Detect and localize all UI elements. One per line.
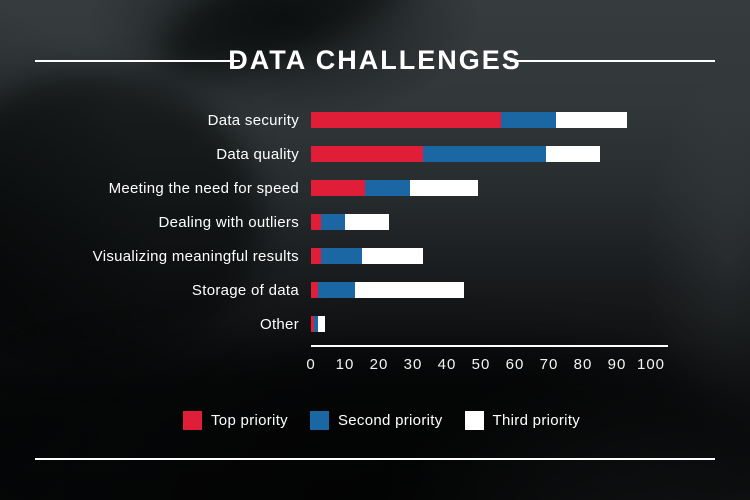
x-axis-tick-label: 20 <box>369 356 389 373</box>
bar-segment-third-priority <box>545 146 600 162</box>
bar-segment-second-priority <box>321 248 362 264</box>
chart-row: Visualizing meaningful results <box>0 239 750 273</box>
legend-label: Second priority <box>337 412 443 429</box>
bar-segment-top-priority <box>311 316 315 332</box>
x-axis-tick-label: 50 <box>471 356 491 373</box>
category-label: Visualizing meaningful results <box>92 247 299 265</box>
bar-segment-third-priority <box>409 180 478 196</box>
bar-segment-third-priority <box>355 282 464 298</box>
bar-segment-second-priority <box>501 112 556 128</box>
chart-row: Data quality <box>0 137 750 171</box>
x-axis-tick-label: 60 <box>505 356 525 373</box>
legend-label: Third priority <box>492 412 581 429</box>
bottom-rule <box>35 458 715 460</box>
legend-swatch <box>183 411 202 430</box>
x-axis-tick-label: 40 <box>437 356 457 373</box>
category-label: Data security <box>207 111 299 129</box>
category-label: Data quality <box>216 145 299 163</box>
legend-label: Top priority <box>211 412 288 429</box>
legend-swatch <box>464 411 484 430</box>
legend-item-second-priority: Second priority <box>309 411 443 430</box>
bar-stack <box>311 180 478 196</box>
x-axis-tick-label: 80 <box>573 356 593 373</box>
bar-stack <box>311 316 325 332</box>
bar-stack <box>311 112 628 128</box>
bar-segment-second-priority <box>321 214 345 230</box>
bar-stack <box>311 214 390 230</box>
background-photo-shape <box>0 70 260 370</box>
chart-row: Storage of data <box>0 273 750 307</box>
x-axis-tick-label: 10 <box>335 356 355 373</box>
category-label: Storage of data <box>191 281 299 299</box>
bar-segment-top-priority <box>311 282 318 298</box>
title-rule-left <box>35 60 240 62</box>
page-title: DATA CHALLENGES <box>228 45 522 75</box>
chart-row: Data security <box>0 103 750 137</box>
bar-segment-top-priority <box>311 214 322 230</box>
background-photo-shape <box>0 350 750 500</box>
chart-row: Other <box>0 307 750 341</box>
bar-segment-second-priority <box>423 146 546 162</box>
x-axis-line <box>311 345 668 347</box>
x-axis-tick-label: 70 <box>539 356 559 373</box>
legend-swatch <box>309 411 329 430</box>
chart-row: Dealing with outliers <box>0 205 750 239</box>
title-rule-right <box>510 60 715 62</box>
bar-segment-third-priority <box>344 214 390 230</box>
x-axis-tick-label: 0 <box>306 356 316 373</box>
bar-stack <box>311 146 600 162</box>
x-axis-tick-label: 90 <box>607 356 627 373</box>
chart-row: Meeting the need for speed <box>0 171 750 205</box>
bar-segment-second-priority <box>365 180 410 196</box>
bar-segment-third-priority <box>317 316 325 332</box>
bar-segment-top-priority <box>311 180 366 196</box>
bar-segment-top-priority <box>311 112 502 128</box>
bar-stack <box>311 282 464 298</box>
bar-segment-third-priority <box>361 248 424 264</box>
stacked-bar-chart: Data security Data quality Meeting the nee… <box>0 103 750 341</box>
legend-item-top-priority: Top priority <box>183 411 288 430</box>
legend-item-third-priority: Third priority <box>464 411 581 430</box>
bar-segment-second-priority <box>314 316 318 332</box>
bar-segment-second-priority <box>317 282 356 298</box>
bar-stack <box>311 248 424 264</box>
bar-segment-third-priority <box>555 112 628 128</box>
category-label: Other <box>259 315 299 333</box>
chart-legend: Top priority Second priority Third priorit… <box>183 411 580 430</box>
category-label: Dealing with outliers <box>158 213 299 231</box>
x-axis-tick-label: 100 <box>636 356 666 373</box>
bar-segment-top-priority <box>311 146 424 162</box>
bar-segment-top-priority <box>311 248 322 264</box>
x-axis-tick-label: 30 <box>403 356 423 373</box>
category-label: Meeting the need for speed <box>108 179 299 197</box>
